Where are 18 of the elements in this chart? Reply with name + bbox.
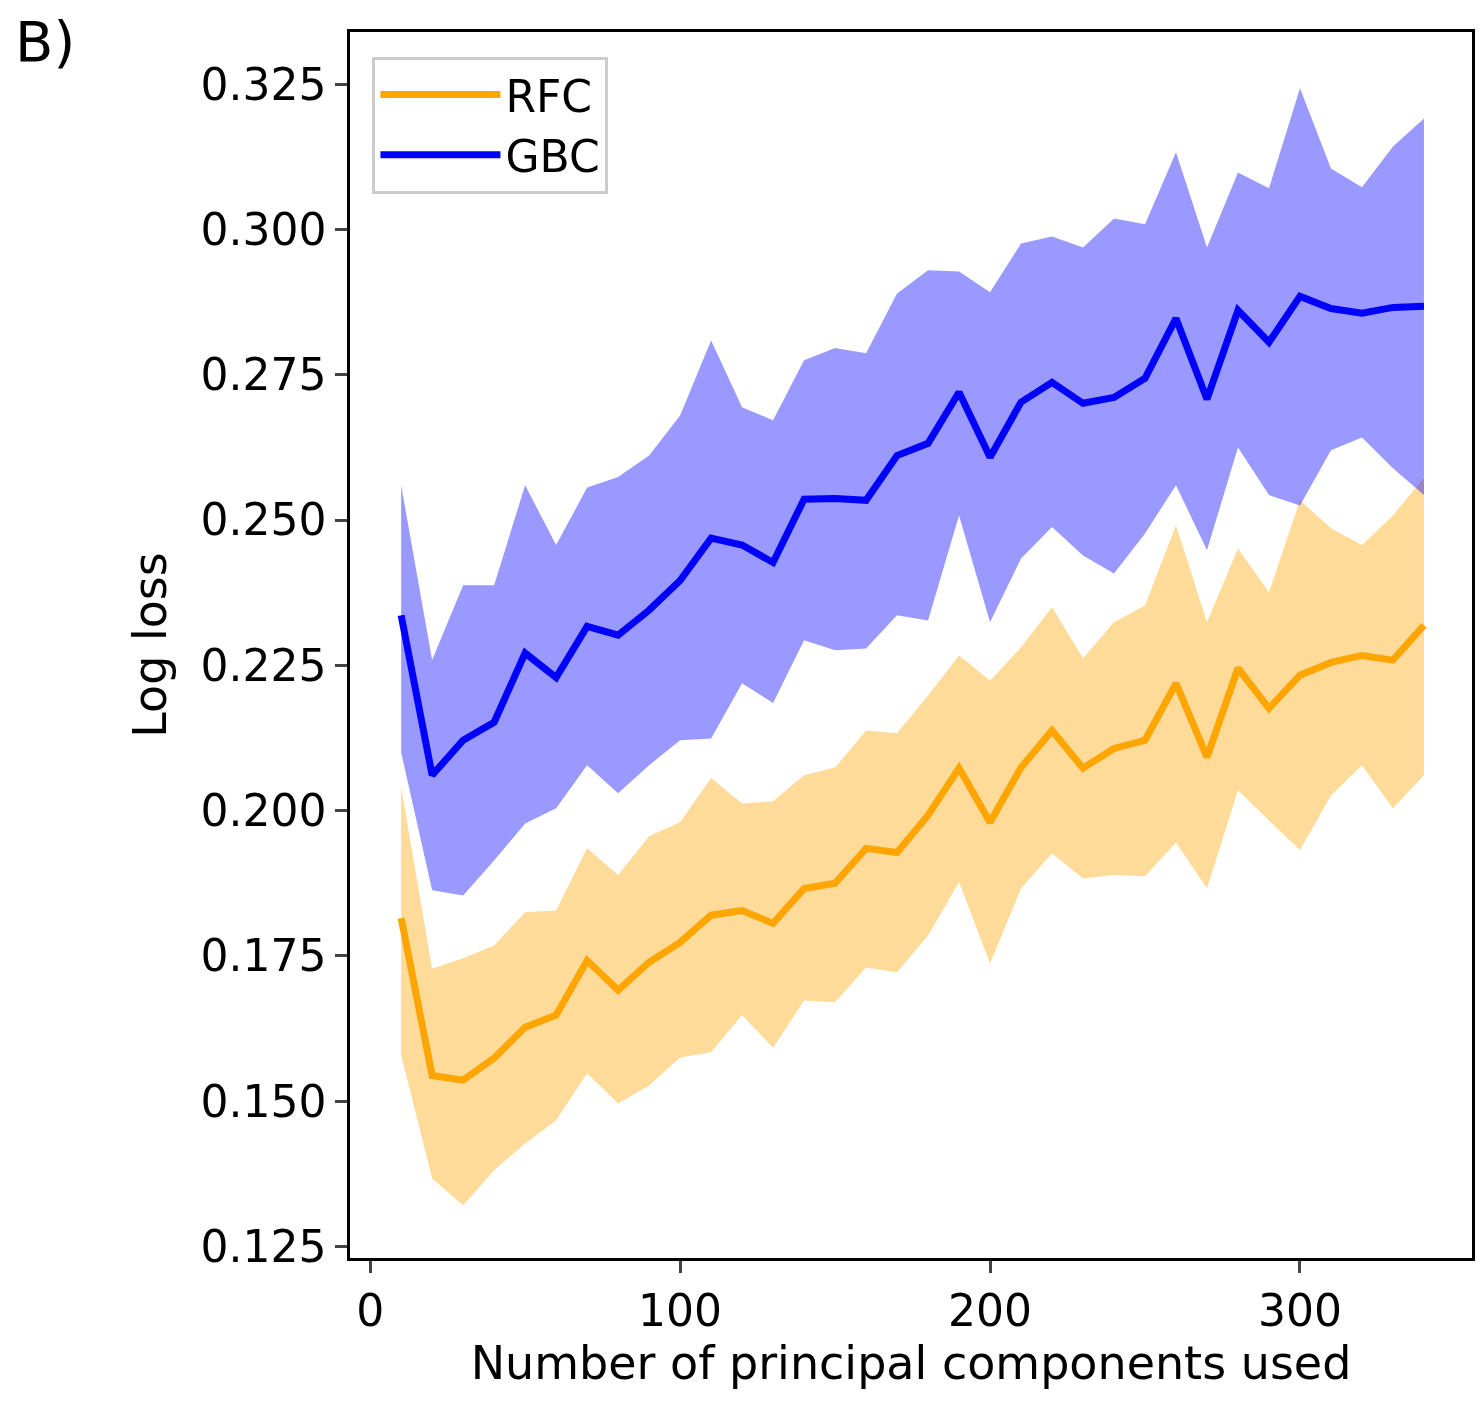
x-axis-title: Number of principal components used (470, 1335, 1352, 1390)
y-tick-label: 0.125 (200, 1220, 327, 1272)
x-tick-label: 200 (948, 1284, 1033, 1336)
legend-label: RFC (505, 70, 593, 122)
x-tick-label: 100 (638, 1284, 723, 1336)
y-tick-label: 0.275 (200, 349, 327, 401)
y-tick-label: 0.225 (200, 639, 327, 691)
x-tick-label: 0 (356, 1284, 385, 1336)
x-tick-label: 300 (1257, 1284, 1342, 1336)
text: B) (15, 9, 76, 74)
y-tick-label: 0.200 (200, 785, 327, 836)
legend-label: GBC (505, 130, 600, 182)
y-axis-title: Log loss (122, 552, 177, 738)
y-tick-label: 0.325 (200, 58, 327, 110)
y-tick-label: 0.150 (200, 1075, 327, 1127)
y-tick-label: 0.175 (200, 930, 327, 982)
y-tick-label: 0.250 (200, 494, 327, 546)
y-tick-label: 0.300 (200, 203, 327, 255)
